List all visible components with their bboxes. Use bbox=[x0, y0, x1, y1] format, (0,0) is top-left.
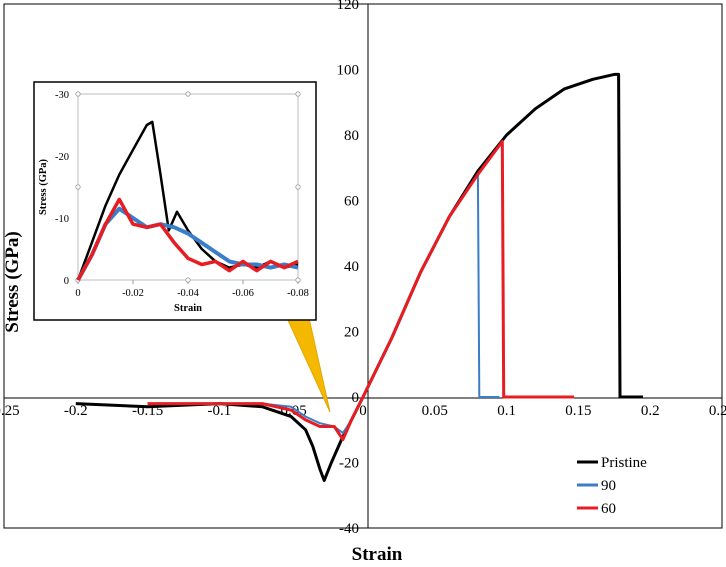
inset-y-axis-title: Stress (GPa) bbox=[38, 158, 49, 215]
y-tick-label-0: -40 bbox=[339, 521, 359, 537]
y-tick-label-6: 80 bbox=[344, 128, 359, 144]
inset-y-tick-label-0: 0 bbox=[64, 276, 69, 287]
y-tick-label-5: 60 bbox=[344, 194, 359, 210]
y-tick-label-4: 40 bbox=[344, 259, 359, 275]
inset-handle-3 bbox=[75, 184, 81, 190]
inset-handle-7 bbox=[295, 277, 301, 283]
inset-handle-2 bbox=[295, 91, 301, 97]
y-tick-label-8: 120 bbox=[337, 0, 360, 13]
inset-handle-4 bbox=[295, 184, 301, 190]
inset-series-line-pristine bbox=[76, 120, 299, 281]
x-tick-label-9: 0.2 bbox=[641, 403, 660, 419]
x-tick-label-5: 0 bbox=[359, 403, 367, 419]
legend: Pristine 90 60 bbox=[577, 455, 647, 517]
inset-handle-6 bbox=[185, 277, 191, 283]
legend-label-60: 60 bbox=[601, 501, 616, 517]
x-tick-label-7: 0.1 bbox=[497, 403, 516, 419]
inset-handle-1 bbox=[185, 91, 191, 97]
x-tick-label-0: -0.25 bbox=[0, 403, 20, 419]
inset-x-tick-label-0: 0 bbox=[75, 288, 80, 299]
inset-x-tick-label-1: -0.02 bbox=[122, 288, 144, 299]
legend-label-pristine: Pristine bbox=[601, 455, 647, 471]
inset-y-tick-label-1: -10 bbox=[55, 214, 69, 225]
series-line-60 bbox=[147, 140, 575, 442]
x-tick-label-3: -0.1 bbox=[208, 403, 232, 419]
y-tick-label-7: 100 bbox=[337, 63, 360, 79]
x-tick-label-6: 0.05 bbox=[422, 403, 448, 419]
inset-series-line-60 bbox=[76, 197, 299, 281]
legend-label-90: 90 bbox=[601, 478, 616, 494]
y-tick-label-2: 0 bbox=[352, 390, 360, 406]
inset-x-tick-label-3: -0.06 bbox=[232, 288, 254, 299]
inset-chart: 0 -0.02 -0.04 -0.06 -0.08 0 -10 -20 -30 Strain S… bbox=[33, 81, 317, 321]
x-tick-label-1: -0.2 bbox=[64, 403, 88, 419]
inset-y-tick-label-2: -20 bbox=[55, 152, 69, 163]
inset-x-axis-title: Strain bbox=[174, 303, 202, 314]
y-tick-label-3: 20 bbox=[344, 325, 359, 341]
inset-x-tick-label-2: -0.04 bbox=[177, 288, 200, 299]
inset-frame bbox=[33, 81, 317, 321]
x-tick-label-10: 0.25 bbox=[709, 403, 726, 419]
inset-x-tick-label-4: -0.08 bbox=[287, 288, 309, 299]
x-axis-title: Strain bbox=[352, 544, 403, 565]
y-axis-title: Stress (GPa) bbox=[2, 231, 23, 333]
x-tick-label-8: 0.15 bbox=[565, 403, 591, 419]
inset-y-tick-label-3: -30 bbox=[55, 90, 69, 101]
y-tick-label-1: -20 bbox=[339, 456, 359, 472]
inset-handle-0 bbox=[75, 91, 81, 97]
